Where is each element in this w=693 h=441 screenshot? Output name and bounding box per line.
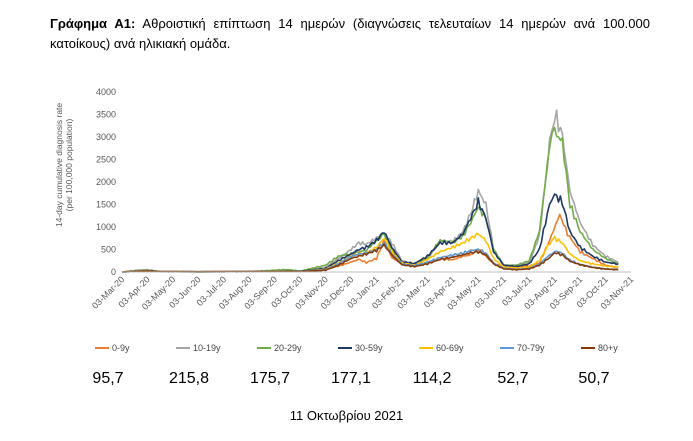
y-tick-label: 2000 xyxy=(96,177,116,187)
legend-item-80plusy: 80+y xyxy=(581,343,618,353)
legend-swatch xyxy=(500,347,514,349)
y-tick-label: 0 xyxy=(111,267,116,277)
legend-item-30-59y: 30-59y xyxy=(338,343,383,353)
legend-label: 80+y xyxy=(598,343,618,353)
legend-item-60-69y: 60-69y xyxy=(419,343,464,353)
legend-label: 0-9y xyxy=(112,343,130,353)
value-0-9y: 95,7 xyxy=(92,370,124,387)
legend-item-70-79y: 70-79y xyxy=(500,343,545,353)
chart-title-text: Αθροιστική επίπτωση 14 ημερών (διαγνώσει… xyxy=(50,16,650,51)
legend-label: 60-69y xyxy=(436,343,464,353)
value-70-79y: 52,7 xyxy=(497,370,529,387)
legend-swatch xyxy=(338,347,352,349)
legend-item-0-9y: 0-9y xyxy=(95,343,130,353)
y-tick-label: 1000 xyxy=(96,222,116,232)
x-axis-ticks: 03-Mar-2003-Apr-2003-May-2003-Jun-2003-J… xyxy=(90,274,635,311)
series-line-80plusy xyxy=(122,243,619,273)
value-10-19y: 215,8 xyxy=(168,370,210,387)
value-60-69y: 114,2 xyxy=(412,370,452,387)
value-80plus: 50,7 xyxy=(578,370,610,387)
y-tick-label: 4000 xyxy=(96,87,116,97)
legend: 0-9y 10-19y 20-29y 30-59y 60-69y 70-79y 80+y xyxy=(95,343,645,357)
y-axis-label-line1: 14-day cumulative diagnosis rate xyxy=(54,103,64,228)
report-date: 11 Οκτωβρίου 2021 xyxy=(289,408,404,423)
legend-item-20-29y: 20-29y xyxy=(257,343,302,353)
legend-label: 10-19y xyxy=(193,343,221,353)
value-20-29y: 175,7 xyxy=(249,370,291,387)
chart-title: Γράφημα Α1: Αθροιστική επίπτωση 14 ημερώ… xyxy=(50,14,650,54)
y-tick-label: 3500 xyxy=(96,110,116,120)
legend-swatch xyxy=(257,347,271,349)
legend-swatch xyxy=(419,347,433,349)
age-group-values: 95,7 215,8 175,7 177,1 114,2 52,7 50,7 xyxy=(68,370,628,394)
value-30-59y: 177,1 xyxy=(330,370,372,387)
legend-label: 30-59y xyxy=(355,343,383,353)
y-axis-title: 14-day cumulative diagnosis rate (per 10… xyxy=(54,103,74,228)
legend-label: 20-29y xyxy=(274,343,302,353)
y-tick-label: 500 xyxy=(101,245,116,255)
legend-swatch xyxy=(176,347,190,349)
line-chart: 14-day cumulative diagnosis rate (per 10… xyxy=(54,87,635,312)
y-tick-label: 1500 xyxy=(96,200,116,210)
series-lines xyxy=(121,109,619,273)
chart-title-label: Γράφημα Α1: xyxy=(50,16,136,31)
legend-item-10-19y: 10-19y xyxy=(176,343,221,353)
legend-label: 70-79y xyxy=(517,343,545,353)
y-tick-label: 2500 xyxy=(96,155,116,165)
y-axis-label-line2: (per 100,000 population) xyxy=(64,119,74,212)
legend-swatch xyxy=(95,347,109,349)
legend-swatch xyxy=(581,347,595,349)
y-axis-ticks: 0 500 1000 1500 2000 2500 3000 3500 4000 xyxy=(96,87,116,277)
y-tick-label: 3000 xyxy=(96,132,116,142)
